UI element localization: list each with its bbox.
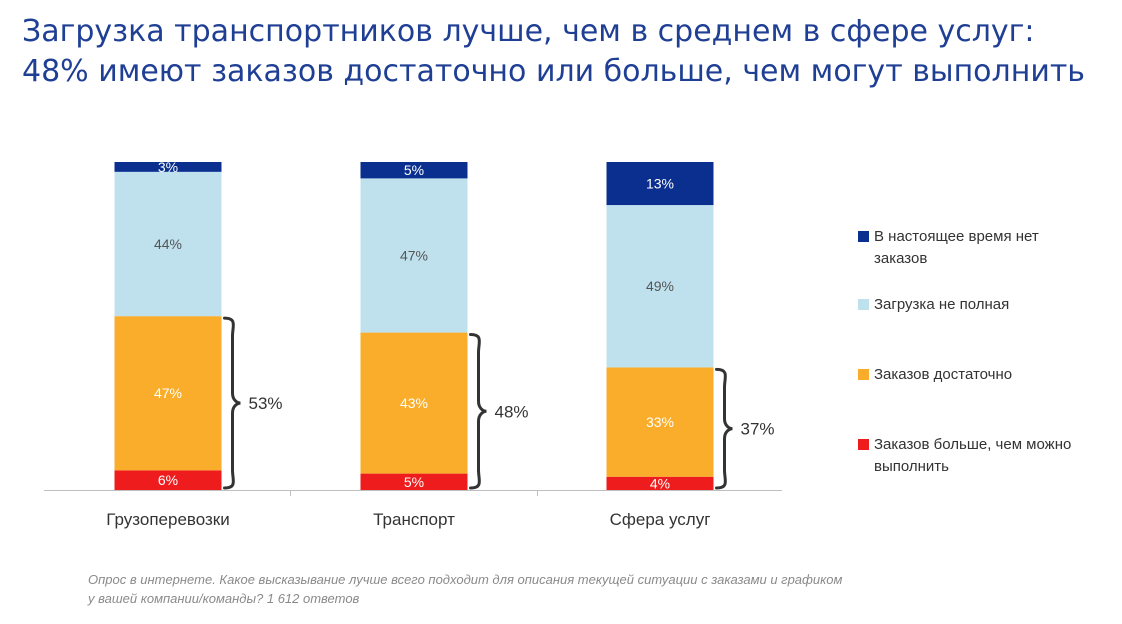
data-label-2-0: 4% <box>650 475 670 491</box>
chart-title: Загрузка транспортников лучше, чем в сре… <box>22 12 1112 92</box>
footnote-line-2: у вашей компании/команды? 1 612 ответов <box>88 591 360 606</box>
bracket-0 <box>223 316 241 490</box>
bar-segment-2-1 <box>606 367 714 477</box>
bar-segment-1-1 <box>360 332 468 474</box>
bar-segment-2-0 <box>606 476 714 490</box>
legend-swatch-enough <box>858 369 869 380</box>
bracket-total-1: 48% <box>495 402 529 421</box>
bar-segment-0-3 <box>114 162 222 172</box>
category-label-1: Транспорт <box>373 510 455 529</box>
bar-segment-2-2 <box>606 205 714 368</box>
category-label-2: Сфера услуг <box>610 510 711 529</box>
data-label-0-3: 3% <box>158 159 178 175</box>
legend-swatch-no-orders <box>858 231 869 242</box>
bar-segment-0-0 <box>114 470 222 490</box>
bracket-total-2: 37% <box>741 420 775 439</box>
footnote: Опрос в интернете. Какое высказывание лу… <box>88 570 988 608</box>
legend-label-partial: Загрузка не полная <box>874 296 1010 313</box>
data-label-2-3: 13% <box>646 176 674 192</box>
legend-label-more: Заказов больше, чем можно выполнить <box>874 436 1072 475</box>
legend-label-no-orders: В настоящее время нет заказов <box>874 228 1039 267</box>
data-label-0-1: 47% <box>154 385 182 401</box>
bar-segment-1-2 <box>360 178 468 333</box>
bracket-2 <box>715 367 733 490</box>
chart-title-line-1: Загрузка транспортников лучше, чем в сре… <box>22 14 1035 49</box>
category-label-0: Грузоперевозки <box>106 510 229 529</box>
data-label-0-0: 6% <box>158 472 178 488</box>
chart-title-line-2: 48% имеют заказов достаточно или больше,… <box>22 54 1085 89</box>
legend-label-enough: Заказов достаточно <box>874 366 1013 383</box>
bar-segment-1-0 <box>360 473 468 490</box>
data-label-2-1: 33% <box>646 414 674 430</box>
data-label-0-2: 44% <box>154 236 182 252</box>
bar-segment-2-3 <box>606 162 714 206</box>
bracket-total-0: 53% <box>249 394 283 413</box>
legend-swatch-more <box>858 439 869 450</box>
data-label-1-0: 5% <box>404 474 424 490</box>
data-label-1-3: 5% <box>404 162 424 178</box>
bracket-1 <box>469 333 487 490</box>
data-label-2-2: 49% <box>646 278 674 294</box>
data-label-1-1: 43% <box>400 395 428 411</box>
legend-swatch-partial <box>858 299 869 310</box>
bar-segment-0-1 <box>114 316 222 471</box>
footnote-line-1: Опрос в интернете. Какое высказывание лу… <box>88 572 843 587</box>
data-label-1-2: 47% <box>400 247 428 263</box>
bar-segment-0-2 <box>114 171 222 317</box>
bar-segment-1-3 <box>360 162 468 179</box>
